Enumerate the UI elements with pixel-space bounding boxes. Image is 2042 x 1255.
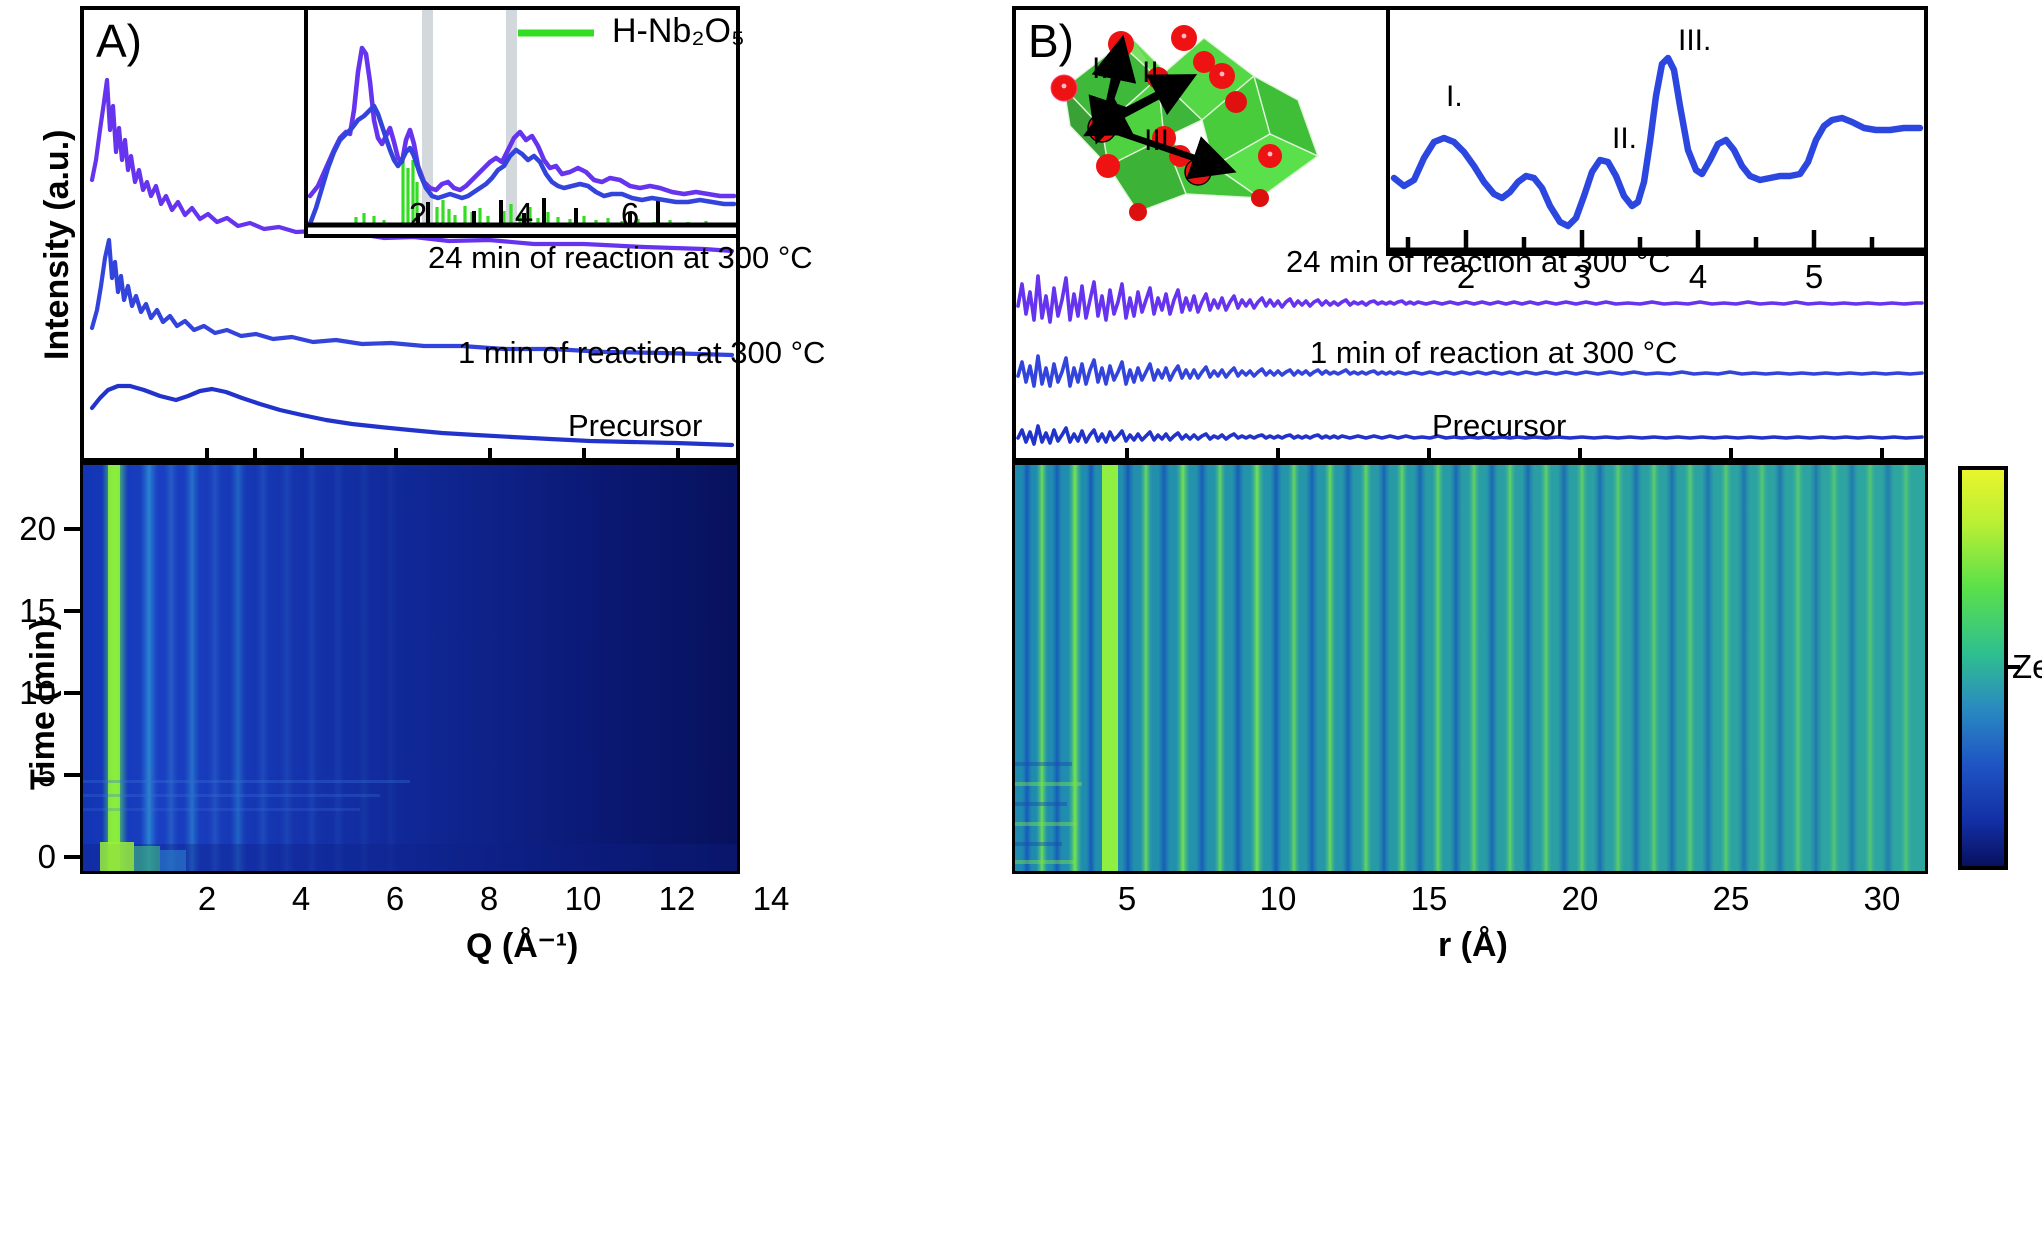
panel-b-xtick-2: 15 — [1410, 880, 1448, 917]
panel-b-inset-plot: I. II. III. — [1390, 24, 1924, 252]
panel-a-inset-legend-swatch — [518, 29, 594, 37]
panel-b-curve-label-0: 24 min of reaction at 300 °C — [1286, 244, 1671, 279]
panel-b-xtick-4: 25 — [1712, 880, 1750, 917]
panel-a-xtick-1: 4 — [291, 880, 311, 917]
panel-a-letter: A) — [96, 15, 142, 67]
panel-b-inset-xtick-4: 4 — [1688, 258, 1708, 295]
panel-a-heatmap — [80, 462, 740, 874]
panel-b-xtick-1: 10 — [1259, 880, 1297, 917]
panel-b-inset-frame — [1386, 6, 1928, 256]
panel-a-inset-xtick-2: 2 — [408, 196, 428, 233]
panel-b-top-ticks — [1125, 448, 1884, 463]
panel-a-xtick-4: 10 — [564, 880, 602, 917]
panel-b-xtick-0: 5 — [1117, 880, 1137, 917]
panel-a-ytick-20: 20 — [19, 510, 56, 547]
panel-b-inset-xtick-5: 5 — [1804, 258, 1824, 295]
panel-b-curve-label-2: Precursor — [1432, 408, 1567, 443]
panel-b-heatmap — [1012, 462, 1928, 874]
colorbar-zero-tick — [2006, 665, 2020, 669]
panel-b-inset-xtick-2: 2 — [1456, 258, 1476, 295]
panel-b-inset-xtick-3: 3 — [1572, 258, 1592, 295]
svg-text:I.: I. — [1446, 80, 1463, 113]
panel-a-ytick-5: 5 — [37, 756, 56, 793]
panel-a-xtick-3: 8 — [479, 880, 499, 917]
panel-a-top-ticks — [205, 448, 680, 463]
panel-a-time-ticks — [64, 527, 81, 859]
panel-b-xtick-5: 30 — [1863, 880, 1901, 917]
panel-a-inset-xtick-4: 4 — [514, 196, 534, 233]
svg-text:II.: II. — [1142, 56, 1167, 89]
panel-b-curve-label-1: 1 min of reaction at 300 °C — [1310, 335, 1678, 370]
panel-a-curve-label-0: 24 min of reaction at 300 °C — [428, 240, 813, 275]
panel-b-xtick-3: 20 — [1561, 880, 1599, 917]
panel-a-ytick-0: 0 — [37, 838, 56, 875]
panel-a-xtick-0: 2 — [197, 880, 217, 917]
svg-text:I.: I. — [1092, 52, 1109, 85]
panel-a-xlabel: Q (Å⁻¹) — [466, 927, 579, 965]
panel-b-letter: B) — [1028, 15, 1074, 67]
panel-b-curves — [1016, 274, 1924, 446]
panel-a-inset-xtick-6: 6 — [620, 196, 640, 233]
panel-a-ytick-15: 15 — [19, 592, 56, 629]
svg-text:II.: II. — [1612, 122, 1637, 155]
panel-a-xtick-5: 12 — [658, 880, 696, 917]
panel-a-curve-label-1: 1 min of reaction at 300 °C — [458, 335, 826, 370]
panel-a-ylabel: Intensity (a.u.) — [38, 129, 76, 360]
colorbar — [1958, 466, 2008, 870]
panel-a-ytick-10: 10 — [19, 674, 56, 711]
svg-text:III.: III. — [1678, 24, 1711, 57]
panel-a-inset-plot — [308, 10, 736, 228]
svg-text:III.: III. — [1144, 124, 1177, 157]
panel-a-xtick-6: 14 — [752, 880, 790, 917]
panel-a-inset-legend-label: H-Nb₂O₅ — [612, 12, 745, 50]
panel-b-xlabel: r (Å) — [1438, 926, 1508, 964]
colorbar-label: Zero — [2012, 648, 2042, 685]
panel-b-structure-diagram: I. II. III. — [1050, 25, 1320, 221]
panel-a-xtick-2: 6 — [385, 880, 405, 917]
panel-a-curve-label-2: Precursor — [568, 408, 703, 443]
